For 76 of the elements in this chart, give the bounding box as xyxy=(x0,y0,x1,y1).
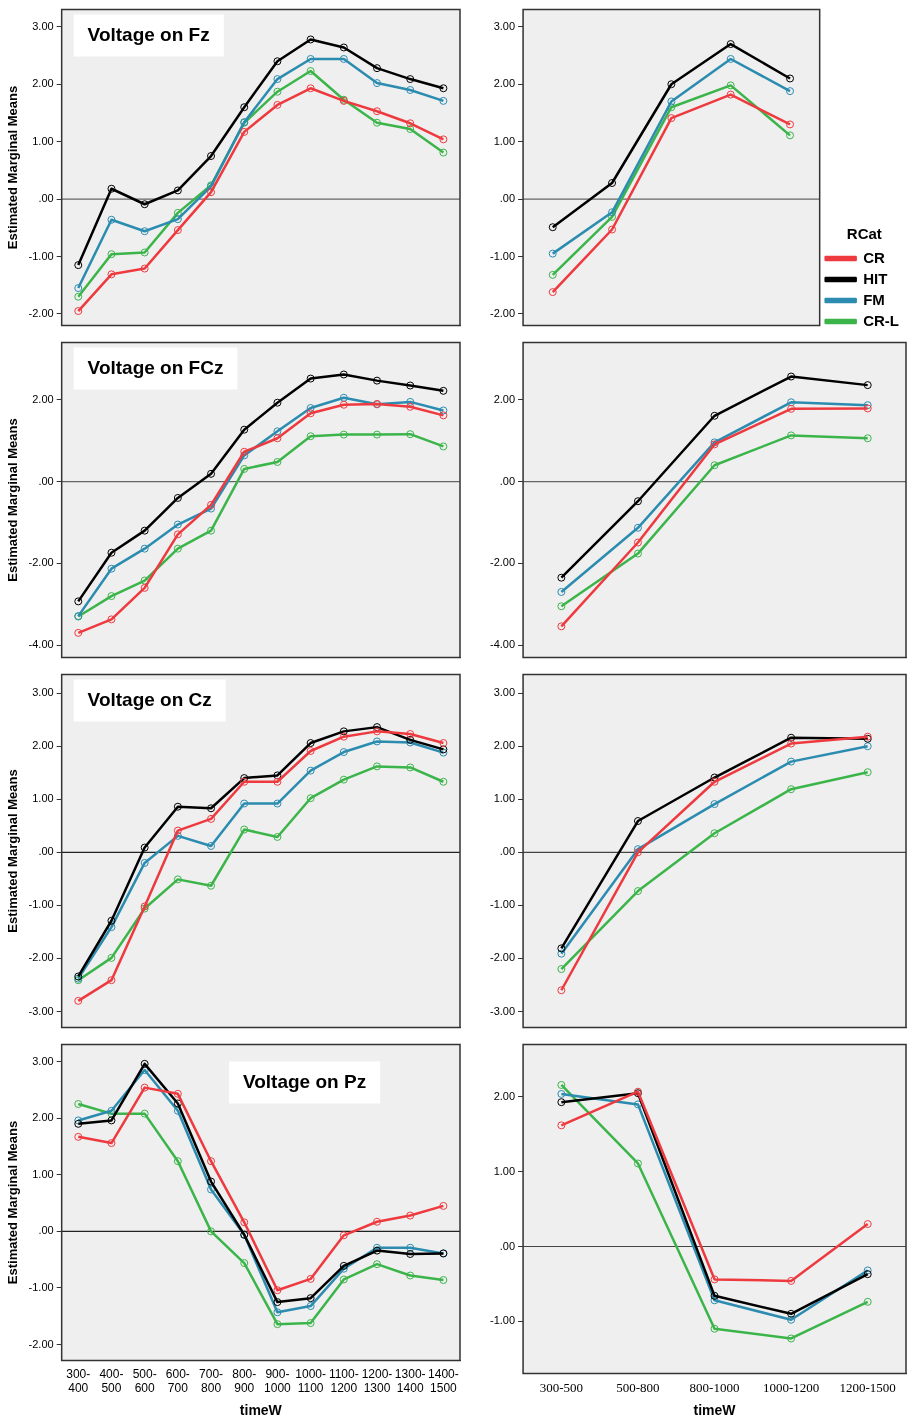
y-axis-title: Estimated Marginal Means xyxy=(5,418,21,582)
y-tick-label: 1.00 xyxy=(32,792,54,805)
x-tick-label: 300-400 xyxy=(66,1366,91,1396)
legend-label: CR-L xyxy=(863,311,900,329)
y-tick-label: -1.00 xyxy=(489,1314,516,1327)
y-tick-label: 2.00 xyxy=(32,1111,54,1124)
y-tick-label: .00 xyxy=(499,192,516,205)
x-tick-label: 1200-1300 xyxy=(361,1366,393,1396)
y-tick-label: .00 xyxy=(38,1224,54,1237)
y-tick-label: 2.00 xyxy=(493,1089,516,1102)
y-tick-label: 2.00 xyxy=(32,392,54,405)
y-tick-label: -1.00 xyxy=(489,898,516,911)
x-axis-title: timeW xyxy=(239,1402,283,1419)
y-tick-label: 2.00 xyxy=(32,739,54,752)
y-tick-label: -3.00 xyxy=(489,1004,516,1017)
y-tick-label: 3.00 xyxy=(493,686,516,699)
x-tick-label: 1000-1100 xyxy=(295,1366,326,1396)
y-tick-label: 1.00 xyxy=(493,1164,516,1177)
y-tick-label: -1.00 xyxy=(28,898,54,911)
y-tick-label: 2.00 xyxy=(493,77,516,90)
text: Voltage on FCz xyxy=(87,356,224,378)
y-tick-label: .00 xyxy=(38,845,54,858)
legend-label: CR xyxy=(863,248,886,266)
y-tick-label: .00 xyxy=(499,474,516,487)
y-tick-label: -2.00 xyxy=(28,556,54,569)
y-tick-label: 3.00 xyxy=(32,19,54,32)
y-tick-label: -2.00 xyxy=(489,306,516,319)
x-tick-label: 400-500 xyxy=(99,1366,124,1396)
y-axis-title: Estimated Marginal Means xyxy=(5,1120,21,1285)
y-tick-label: -2.00 xyxy=(28,951,54,964)
y-tick-label: 2.00 xyxy=(493,739,516,752)
x-tick-label: 800-1000 xyxy=(689,1379,740,1395)
y-tick-label: -1.00 xyxy=(28,249,54,262)
x-tick-label: 300-500 xyxy=(539,1379,584,1395)
y-tick-label: 1.00 xyxy=(32,134,54,147)
y-tick-label: .00 xyxy=(38,474,54,487)
y-tick-label: 2.00 xyxy=(493,392,516,405)
legend-label: FM xyxy=(863,290,885,308)
y-tick-label: 3.00 xyxy=(493,19,516,32)
x-tick-label: 1300-1400 xyxy=(394,1366,426,1396)
y-tick-label: 1.00 xyxy=(493,792,516,805)
text: Voltage on Fz xyxy=(87,23,210,45)
legend-title: RCat xyxy=(846,224,882,242)
y-tick-label: -1.00 xyxy=(28,1280,54,1293)
y-tick-label: .00 xyxy=(38,192,54,205)
y-tick-label: -2.00 xyxy=(489,951,516,964)
x-tick-label: 800-900 xyxy=(232,1366,257,1396)
x-tick-label: 1200-1500 xyxy=(839,1379,896,1395)
y-tick-label: 1.00 xyxy=(32,1167,54,1180)
text: Voltage on Pz xyxy=(242,1070,367,1092)
x-axis-title: timeW xyxy=(693,1402,737,1419)
y-tick-label: -2.00 xyxy=(28,1337,54,1350)
y-tick-label: 3.00 xyxy=(32,1054,54,1067)
y-tick-label: -2.00 xyxy=(28,306,54,319)
y-tick-label: -1.00 xyxy=(489,249,516,262)
y-axis-title: Estimated Marginal Means xyxy=(5,769,21,933)
y-tick-label: .00 xyxy=(499,1239,516,1252)
y-tick-label: -2.00 xyxy=(489,556,516,569)
y-tick-label: 1.00 xyxy=(493,134,516,147)
y-tick-label: .00 xyxy=(499,845,516,858)
text: Voltage on Cz xyxy=(87,688,212,710)
x-tick-label: 500-800 xyxy=(616,1379,660,1395)
y-tick-label: 2.00 xyxy=(32,77,54,90)
y-axis-title: Estimated Marginal Means xyxy=(5,85,21,250)
y-tick-label: 3.00 xyxy=(32,686,54,699)
x-tick-label: 700-800 xyxy=(199,1366,224,1396)
x-tick-label: 1400-1500 xyxy=(428,1366,459,1396)
legend-label: HIT xyxy=(863,269,888,287)
x-tick-label: 600-700 xyxy=(165,1366,190,1396)
x-tick-label: 1100-1200 xyxy=(328,1366,359,1396)
y-tick-label: -4.00 xyxy=(489,638,516,651)
x-tick-label: 500-600 xyxy=(132,1366,157,1396)
y-tick-label: -3.00 xyxy=(28,1004,54,1017)
y-tick-label: -4.00 xyxy=(28,638,54,651)
x-tick-label: 900-1000 xyxy=(264,1366,292,1396)
x-tick-label: 1000-1200 xyxy=(762,1379,820,1395)
